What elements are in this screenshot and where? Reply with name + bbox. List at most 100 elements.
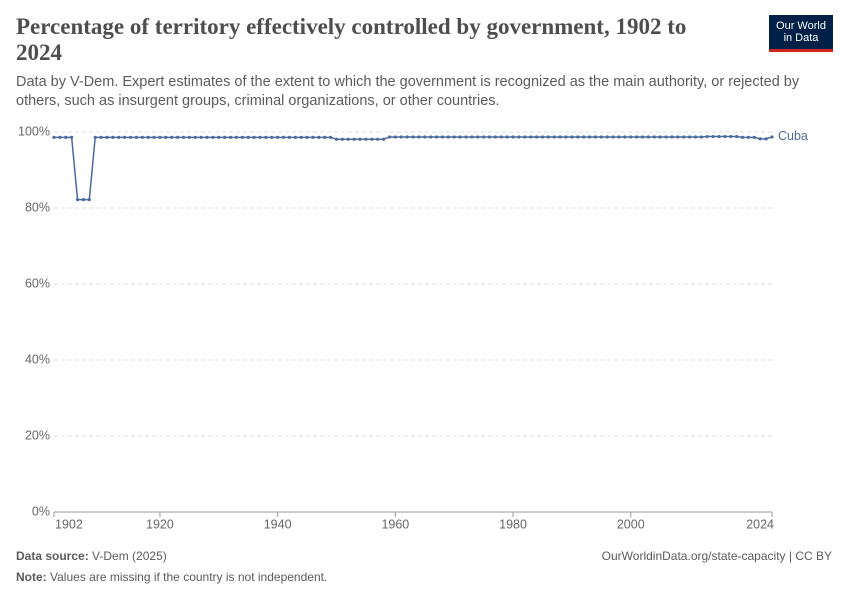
point <box>423 135 427 139</box>
x-tick-label: 2000 <box>617 517 645 531</box>
point <box>635 135 639 139</box>
point <box>399 135 403 139</box>
point <box>534 135 539 139</box>
point <box>311 135 315 139</box>
logo-line: in Data <box>783 32 819 44</box>
point <box>199 135 203 139</box>
point <box>605 135 609 139</box>
point <box>464 135 468 139</box>
point <box>258 135 262 139</box>
point <box>705 134 709 139</box>
point <box>711 134 715 139</box>
y-tick-label: 80% <box>25 200 50 214</box>
point <box>217 135 221 139</box>
point <box>287 135 292 139</box>
point <box>529 135 533 139</box>
point <box>52 135 56 139</box>
point <box>205 135 209 139</box>
x-tick-label: 1960 <box>381 517 409 531</box>
point <box>558 135 562 139</box>
point <box>523 135 527 139</box>
point <box>228 135 233 139</box>
point <box>623 135 627 139</box>
point <box>735 134 739 139</box>
series-label: Cuba <box>778 129 808 143</box>
point <box>58 135 62 139</box>
point <box>346 137 350 141</box>
point <box>540 135 545 139</box>
x-tick-label: 1940 <box>264 517 292 531</box>
point <box>123 135 127 139</box>
logo[interactable]: Our World in Data <box>769 15 833 52</box>
point <box>652 135 656 139</box>
point <box>693 135 698 139</box>
point <box>452 135 456 139</box>
point <box>334 137 339 141</box>
point <box>117 135 121 139</box>
point <box>676 135 680 139</box>
point <box>75 198 80 202</box>
point <box>387 135 392 139</box>
x-tick-label: 1920 <box>146 517 174 531</box>
point <box>682 135 686 139</box>
point <box>611 135 615 139</box>
point <box>340 137 344 141</box>
point <box>111 135 115 139</box>
point <box>564 135 568 139</box>
x-tick-label: 1902 <box>55 517 83 531</box>
note-label: Note: <box>16 570 47 584</box>
point <box>299 135 303 139</box>
point <box>599 135 603 139</box>
point <box>170 135 174 139</box>
point <box>381 137 386 141</box>
point <box>546 135 550 139</box>
y-tick-label: 0% <box>32 504 50 518</box>
point <box>276 135 280 139</box>
point <box>281 135 286 139</box>
point <box>376 137 380 141</box>
point <box>370 137 374 141</box>
note: Note: Values are missing if the country … <box>16 570 327 584</box>
point <box>576 135 580 139</box>
point <box>764 137 768 141</box>
point <box>411 135 415 139</box>
point <box>105 135 109 139</box>
point <box>670 135 674 139</box>
point <box>81 198 86 202</box>
point <box>699 135 703 139</box>
point <box>252 135 256 139</box>
point <box>87 198 91 202</box>
point <box>264 135 268 139</box>
x-tick-label: 2024 <box>746 517 774 531</box>
y-tick-label: 100% <box>18 124 50 138</box>
point <box>193 135 197 139</box>
point <box>405 135 409 139</box>
point <box>270 135 274 139</box>
point <box>211 135 215 139</box>
point <box>752 135 756 139</box>
point <box>487 135 492 139</box>
point <box>582 135 586 139</box>
point <box>476 135 480 139</box>
point <box>417 135 421 139</box>
point <box>240 135 244 139</box>
point <box>640 135 645 139</box>
point <box>352 137 356 141</box>
point <box>70 135 74 139</box>
url[interactable]: OurWorldinData.org/state-capacity | CC B… <box>601 549 832 563</box>
point <box>175 135 180 139</box>
point <box>158 135 162 139</box>
note-text: Values are missing if the country is not… <box>50 570 328 584</box>
point <box>505 135 509 139</box>
point <box>629 135 633 139</box>
point <box>429 135 433 139</box>
point <box>329 135 333 139</box>
point <box>552 135 556 139</box>
point <box>140 135 144 139</box>
point <box>134 135 138 139</box>
x-tick-label: 1980 <box>499 517 527 531</box>
point <box>664 135 668 139</box>
source: Data source: V-Dem (2025) <box>16 549 167 563</box>
point <box>246 135 250 139</box>
